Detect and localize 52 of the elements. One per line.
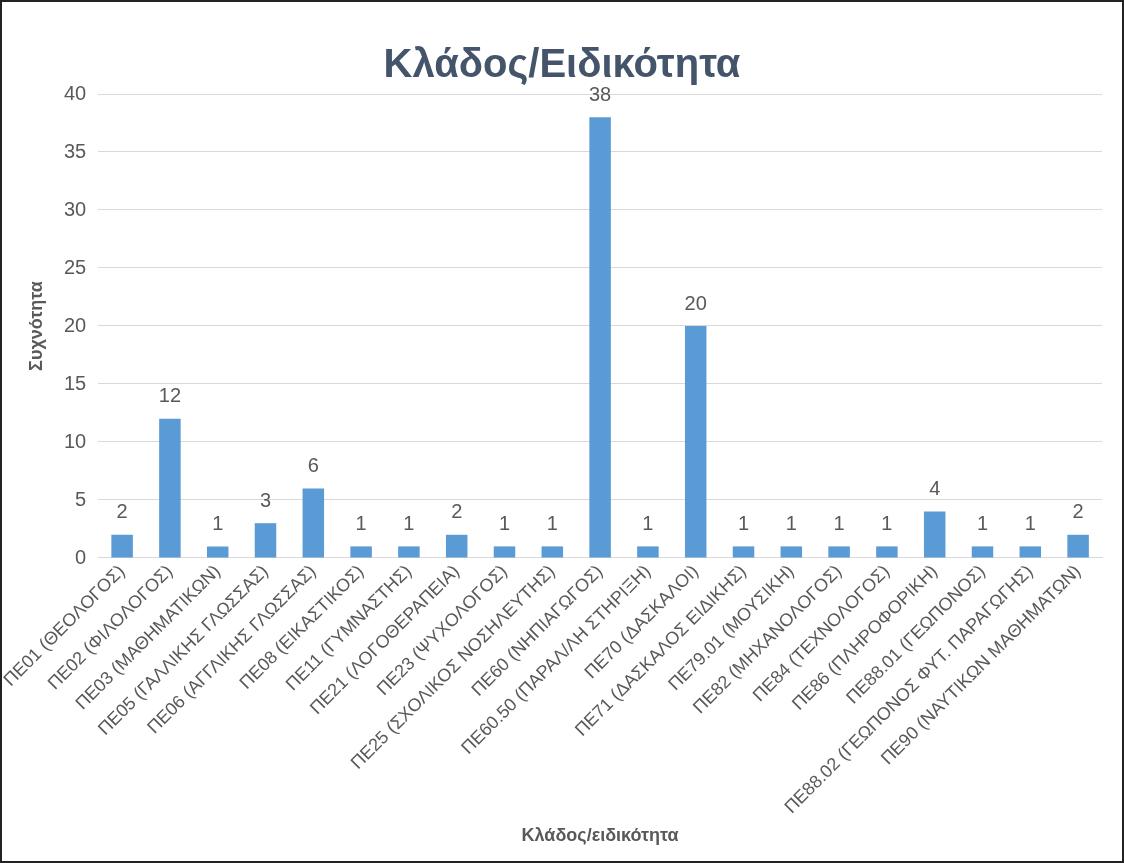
data-label: 20 (684, 291, 707, 314)
y-tick-label: 5 (75, 487, 87, 510)
bar (302, 488, 325, 558)
data-label: 6 (307, 453, 319, 476)
data-label: 1 (212, 511, 224, 534)
bar (637, 546, 659, 558)
data-label: 1 (976, 511, 989, 534)
bar (541, 546, 564, 558)
bar (111, 534, 133, 558)
bar (780, 546, 803, 558)
data-label: 1 (881, 511, 893, 534)
bar (445, 534, 468, 558)
bar (923, 511, 946, 558)
data-label: 1 (642, 511, 654, 534)
data-label: 1 (785, 511, 797, 534)
bar (732, 546, 755, 558)
y-axis-title: Συχνότητα (26, 281, 47, 371)
bar (1019, 546, 1042, 558)
data-label: 2 (116, 500, 128, 523)
y-tick-label: 0 (75, 545, 87, 568)
data-label: 1 (546, 511, 558, 534)
data-label: 1 (737, 511, 750, 534)
y-tick-label: 30 (63, 197, 87, 220)
y-tick-label: 40 (63, 81, 87, 104)
bar (398, 546, 420, 558)
bar (589, 117, 611, 558)
bar (159, 418, 181, 558)
data-label: 1 (833, 511, 845, 534)
bar (493, 546, 516, 558)
data-label: 12 (158, 384, 182, 407)
bar (350, 546, 372, 558)
data-label: 4 (929, 477, 941, 500)
bar (828, 546, 850, 558)
bar (206, 546, 229, 558)
data-label: 1 (1024, 511, 1036, 534)
data-label: 2 (451, 500, 463, 523)
data-label: 1 (403, 511, 415, 534)
data-label: 1 (355, 511, 367, 534)
bar (1067, 534, 1089, 558)
y-tick-label: 25 (63, 255, 87, 278)
bar (876, 546, 898, 558)
x-axis-title: Κλάδος/ειδικότητα (521, 825, 679, 846)
data-label: 2 (1072, 500, 1084, 523)
bar (684, 325, 707, 558)
data-label: 3 (259, 488, 272, 511)
y-tick-label: 15 (63, 371, 87, 394)
bar (971, 546, 994, 558)
y-tick-label: 10 (63, 429, 87, 452)
y-tick-label: 35 (63, 139, 87, 162)
data-label: 1 (498, 511, 511, 534)
bar (254, 523, 277, 558)
y-tick-label: 20 (63, 313, 87, 336)
